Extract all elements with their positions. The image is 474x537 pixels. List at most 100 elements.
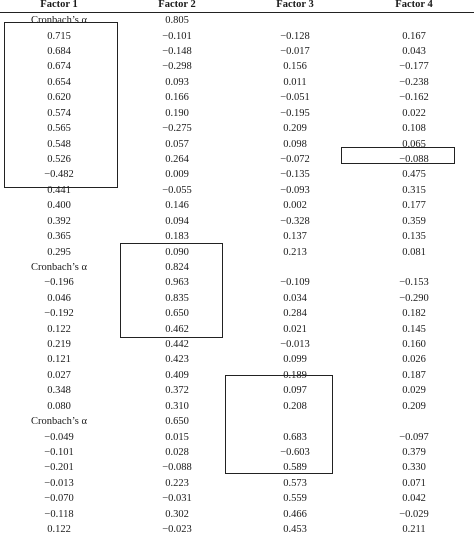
- table-row: 0.526 0.264 −0.072 −0.088: [0, 152, 474, 167]
- table-cell: −0.051: [280, 92, 310, 104]
- table-row: −0.118 0.302 0.466 −0.029: [0, 507, 474, 522]
- table-cell: −0.290: [399, 292, 429, 304]
- table-cell: −0.196: [44, 277, 74, 289]
- table-cell: 0.094: [165, 215, 189, 227]
- table-cell: 0.400: [47, 200, 71, 212]
- table-cell: 0.462: [165, 323, 189, 335]
- table-cell: 0.359: [402, 215, 426, 227]
- table-row: Cronbach’s α 0.824: [0, 260, 474, 275]
- table-row: 0.219 0.442 −0.013 0.160: [0, 337, 474, 352]
- table-cell: 0.011: [283, 76, 307, 88]
- table-cell: −0.298: [162, 61, 192, 73]
- table-cell: 0.565: [47, 123, 71, 135]
- table-cell: 0.081: [402, 246, 426, 258]
- table-cell: 0.022: [402, 107, 426, 119]
- table-cell: 0.034: [283, 292, 307, 304]
- table-row: 0.715 −0.101 −0.128 0.167: [0, 29, 474, 44]
- table-cell: −0.088: [162, 462, 192, 474]
- table-cell: 0.146: [165, 200, 189, 212]
- table-cell: 0.302: [165, 508, 189, 520]
- table-row: −0.070 −0.031 0.559 0.042: [0, 491, 474, 506]
- table-row: 0.684 −0.148 −0.017 0.043: [0, 44, 474, 59]
- table-cell: 0.684: [47, 46, 71, 58]
- table-cell: 0.559: [283, 493, 307, 505]
- table-cell: 0.166: [165, 92, 189, 104]
- table-cell: Cronbach’s α: [31, 416, 87, 428]
- table-cell: 0.043: [402, 46, 426, 58]
- factor-3-loading-box: [225, 375, 333, 474]
- table-cell: 0.080: [47, 400, 71, 412]
- table-cell: −0.013: [280, 339, 310, 351]
- table-cell: 0.715: [47, 30, 71, 42]
- table-cell: 0.441: [47, 184, 71, 196]
- table-cell: 0.009: [165, 169, 189, 181]
- table-cell: 0.315: [402, 184, 426, 196]
- table-cell: 0.654: [47, 76, 71, 88]
- factor-1-loading-box: [4, 22, 118, 188]
- table-cell: 0.409: [165, 369, 189, 381]
- table-row: 0.365 0.183 0.137 0.135: [0, 229, 474, 244]
- table-row: 0.565 −0.275 0.209 0.108: [0, 121, 474, 136]
- table-cell: −0.328: [280, 215, 310, 227]
- table-row: 0.400 0.146 0.002 0.177: [0, 198, 474, 213]
- table-cell: 0.098: [283, 138, 307, 150]
- table-row: 0.080 0.310 0.208 0.209: [0, 399, 474, 414]
- table-cell: 0.167: [402, 30, 426, 42]
- table-row: 0.122 0.462 0.021 0.145: [0, 322, 474, 337]
- table-cell: 0.284: [283, 308, 307, 320]
- table-cell: 0.442: [165, 339, 189, 351]
- table-cell: 0.097: [283, 385, 307, 397]
- table-cell: 0.029: [402, 385, 426, 397]
- factor-2-loading-box: [120, 243, 223, 338]
- table-cell: 0.824: [165, 261, 189, 273]
- table-cell: −0.088: [399, 153, 429, 165]
- table-cell: −0.023: [162, 524, 192, 536]
- table-cell: 0.475: [402, 169, 426, 181]
- table-cell: 0.042: [402, 493, 426, 505]
- table-cell: 0.365: [47, 231, 71, 243]
- table-row: 0.441 −0.055 −0.093 0.315: [0, 183, 474, 198]
- table-row: 0.295 0.090 0.213 0.081: [0, 245, 474, 260]
- table-row: 0.392 0.094 −0.328 0.359: [0, 214, 474, 229]
- table-cell: Cronbach’s α: [31, 261, 87, 273]
- table-cell: −0.029: [399, 508, 429, 520]
- table-cell: 0.183: [165, 231, 189, 243]
- table-cell: 0.160: [402, 339, 426, 351]
- table-cell: 0.026: [402, 354, 426, 366]
- table-cell: 0.209: [283, 123, 307, 135]
- table-cell: −0.109: [280, 277, 310, 289]
- table-cell: −0.093: [280, 184, 310, 196]
- table-cell: 0.046: [47, 292, 71, 304]
- table-cell: −0.148: [162, 46, 192, 58]
- table-cell: 0.065: [402, 138, 426, 150]
- table-cell: 0.574: [47, 107, 71, 119]
- table-row: −0.101 0.028 −0.603 0.379: [0, 445, 474, 460]
- table-cell: 0.057: [165, 138, 189, 150]
- table-cell: −0.017: [280, 46, 310, 58]
- table-cell: −0.238: [399, 76, 429, 88]
- table-cell: −0.072: [280, 153, 310, 165]
- table-cell: 0.620: [47, 92, 71, 104]
- table-cell: −0.128: [280, 30, 310, 42]
- table-cell: 0.589: [283, 462, 307, 474]
- table-row: −0.201 −0.088 0.589 0.330: [0, 460, 474, 475]
- table-row: 0.674 −0.298 0.156 −0.177: [0, 59, 474, 74]
- factor-4-highlight-box: [341, 147, 455, 164]
- table-cell: 0.190: [165, 107, 189, 119]
- table-cell: 0.028: [165, 446, 189, 458]
- table-row: 0.121 0.423 0.099 0.026: [0, 352, 474, 367]
- table-cell: 0.650: [165, 416, 189, 428]
- table-cell: 0.392: [47, 215, 71, 227]
- table-cell: −0.275: [162, 123, 192, 135]
- table-cell: 0.137: [283, 231, 307, 243]
- table-cell: 0.002: [283, 200, 307, 212]
- header-factor-2: Factor 2: [158, 0, 196, 10]
- table-cell: 0.015: [165, 431, 189, 443]
- table-cell: 0.208: [283, 400, 307, 412]
- table-row: 0.122 −0.023 0.453 0.211: [0, 522, 474, 537]
- table-cell: 0.526: [47, 153, 71, 165]
- table-cell: 0.372: [165, 385, 189, 397]
- table-cell: −0.055: [162, 184, 192, 196]
- table-cell: −0.482: [44, 169, 74, 181]
- table-row: 0.046 0.835 0.034 −0.290: [0, 291, 474, 306]
